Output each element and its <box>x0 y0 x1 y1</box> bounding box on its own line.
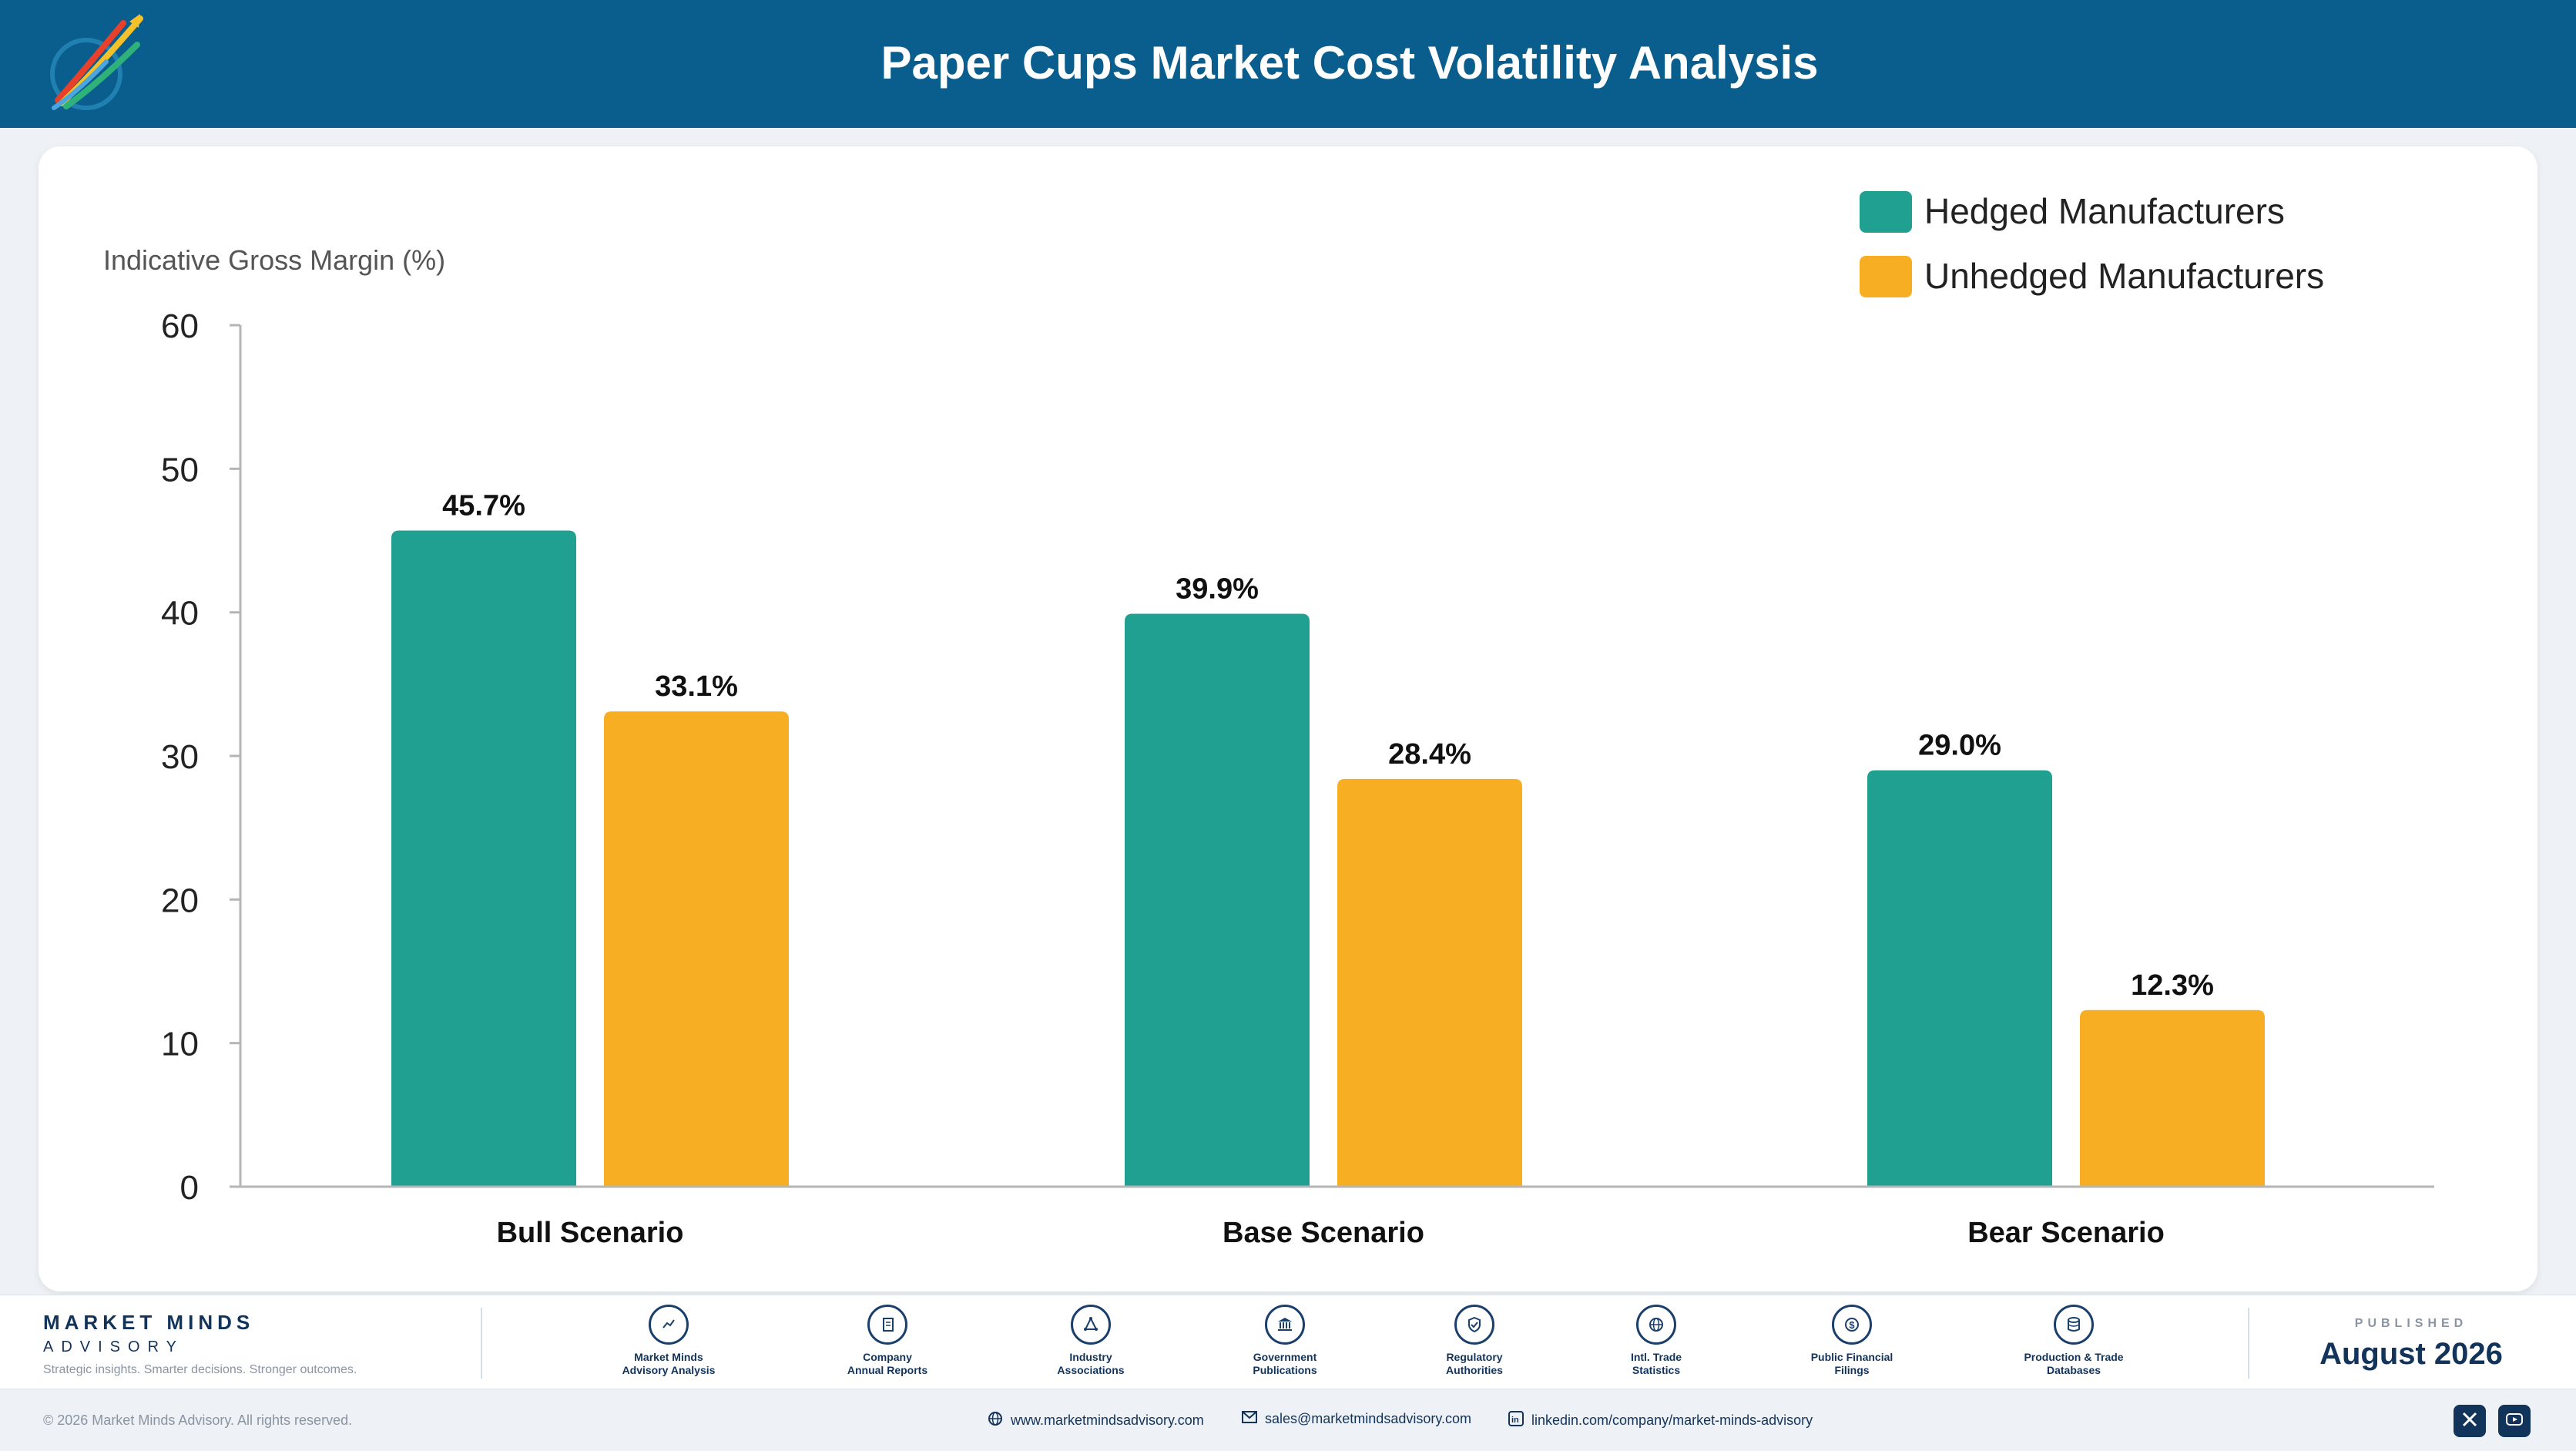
y-tick-label: 20 <box>161 882 199 919</box>
mail-icon <box>1242 1411 1257 1427</box>
source-label: Intl. Trade Statistics <box>1630 1351 1682 1376</box>
footer: MARKET MINDS ADVISORY Strategic insights… <box>0 1295 2576 1389</box>
data-label: 33.1% <box>655 670 738 703</box>
shield-icon <box>1454 1305 1494 1345</box>
x-icon <box>2461 1411 2478 1432</box>
y-tick-label: 30 <box>161 738 199 776</box>
y-tick-label: 60 <box>161 307 199 345</box>
published-date: August 2026 <box>2319 1337 2503 1371</box>
data-label: 12.3% <box>2131 969 2214 1002</box>
legend-swatch <box>1860 256 1912 297</box>
brand-subtitle: ADVISORY <box>43 1338 184 1355</box>
linkedin-link[interactable]: in linkedin.com/company/market-minds-adv… <box>1508 1411 1813 1430</box>
source-item: Regulatory Authorities <box>1397 1305 1551 1377</box>
y-axis-label: Indicative Gross Margin (%) <box>103 244 445 276</box>
source-label: Government Publications <box>1253 1351 1317 1376</box>
source-label: Public Financial Filings <box>1810 1351 1893 1376</box>
published-label: PUBLISHED <box>2354 1317 2468 1330</box>
source-label: Company Annual Reports <box>847 1351 928 1376</box>
brand-name: MARKET MINDS <box>43 1311 255 1334</box>
document-icon <box>867 1305 907 1345</box>
source-label: Industry Associations <box>1057 1351 1125 1376</box>
globe-icon <box>988 1411 1003 1430</box>
linkedin-text: linkedin.com/company/market-minds-adviso… <box>1531 1412 1813 1428</box>
svg-text:$: $ <box>1849 1319 1855 1331</box>
header-bar: Paper Cups Market Cost Volatility Analys… <box>0 0 2576 128</box>
legend-swatch <box>1860 191 1912 233</box>
email-link[interactable]: sales@marketmindsadvisory.com <box>1242 1411 1471 1427</box>
data-label: 28.4% <box>1388 738 1471 771</box>
source-item: Company Annual Reports <box>810 1305 964 1377</box>
government-building-icon <box>1265 1305 1305 1345</box>
source-item: Production & Trade Databases <box>1997 1305 2151 1377</box>
logo <box>39 8 154 123</box>
unhedged-bar-base-scenario <box>1337 778 1522 1187</box>
source-item: $ Public Financial Filings <box>1775 1305 1929 1377</box>
hedged-bar-base-scenario <box>1125 613 1310 1187</box>
unhedged-bar-bull-scenario <box>604 711 789 1187</box>
data-label: 39.9% <box>1176 573 1259 606</box>
divider <box>2248 1308 2249 1379</box>
legend-label: Hedged Manufacturers <box>1924 191 2285 231</box>
x-category-label: Bear Scenario <box>1967 1217 2165 1249</box>
x-category-label: Base Scenario <box>1223 1217 1424 1249</box>
hedged-bar-bull-scenario <box>391 530 576 1187</box>
y-tick-label: 40 <box>161 595 199 633</box>
source-item: Industry Associations <box>1014 1305 1168 1377</box>
youtube-icon <box>2505 1412 2524 1431</box>
source-item: Market Minds Advisory Analysis <box>592 1305 746 1377</box>
dollar-icon: $ <box>1832 1305 1872 1345</box>
hedged-bar-bear-scenario <box>1867 770 2052 1187</box>
svg-text:in: in <box>1511 1416 1519 1425</box>
x-social-button[interactable] <box>2454 1405 2486 1437</box>
brand-tagline: Strategic insights. Smarter decisions. S… <box>43 1363 357 1376</box>
source-label: Regulatory Authorities <box>1446 1351 1503 1376</box>
y-tick-label: 10 <box>161 1026 199 1063</box>
database-icon <box>2054 1305 2094 1345</box>
source-item: Intl. Trade Statistics <box>1579 1305 1733 1377</box>
trend-chart-icon <box>649 1305 689 1345</box>
copyright: © 2026 Market Minds Advisory. All rights… <box>43 1412 353 1428</box>
source-label: Market Minds Advisory Analysis <box>622 1351 716 1376</box>
linkedin-icon: in <box>1508 1411 1524 1430</box>
source-label: Production & Trade Databases <box>2024 1351 2124 1376</box>
unhedged-bar-bear-scenario <box>2080 1009 2265 1187</box>
legend-label: Unhedged Manufacturers <box>1924 256 2324 296</box>
x-category-label: Bull Scenario <box>497 1217 684 1249</box>
page-title: Paper Cups Market Cost Volatility Analys… <box>880 37 1819 89</box>
y-tick-label: 50 <box>161 451 199 489</box>
source-item: Government Publications <box>1208 1305 1362 1377</box>
network-icon <box>1071 1305 1111 1345</box>
bar-chart: Indicative Gross Margin (%) 0 10 20 30 40 50 6… <box>103 191 2434 1249</box>
website-link[interactable]: www.marketmindsadvisory.com <box>988 1411 1204 1430</box>
y-tick-label: 0 <box>180 1169 199 1207</box>
globe-icon <box>1636 1305 1676 1345</box>
data-label: 45.7% <box>442 489 525 522</box>
website-text: www.marketmindsadvisory.com <box>1011 1412 1204 1428</box>
youtube-button[interactable] <box>2498 1405 2531 1437</box>
divider <box>481 1308 482 1379</box>
chart-card: Indicative Gross Margin (%) 0 10 20 30 40 50 6… <box>39 146 2537 1291</box>
bottom-bar: © 2026 Market Minds Advisory. All rights… <box>0 1389 2576 1451</box>
data-label: 29.0% <box>1918 730 2001 762</box>
email-text: sales@marketmindsadvisory.com <box>1265 1411 1472 1426</box>
